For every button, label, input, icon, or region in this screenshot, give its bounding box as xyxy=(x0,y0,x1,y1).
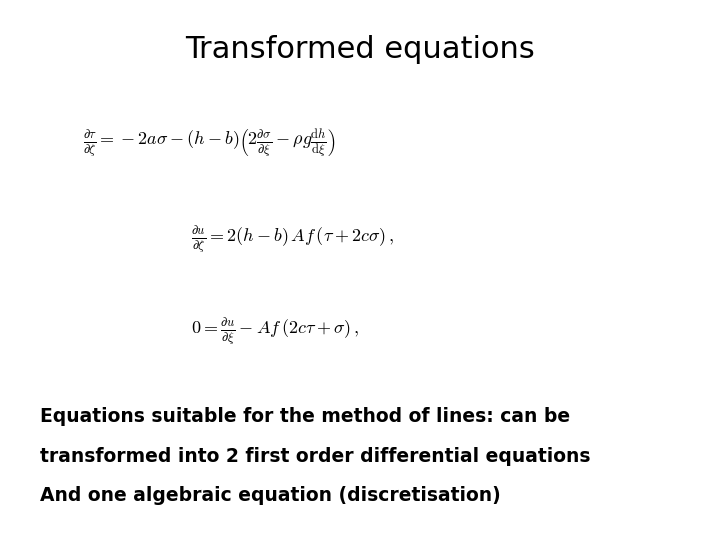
Text: Equations suitable for the method of lines: can be: Equations suitable for the method of lin… xyxy=(40,407,570,427)
Text: Transformed equations: Transformed equations xyxy=(185,35,535,64)
Text: $\frac{\partial \tau}{\partial \zeta} = -2a\sigma - (h-b)\left(2\frac{\partial \: $\frac{\partial \tau}{\partial \zeta} = … xyxy=(83,127,336,159)
Text: transformed into 2 first order differential equations: transformed into 2 first order different… xyxy=(40,447,590,466)
Text: And one algebraic equation (discretisation): And one algebraic equation (discretisati… xyxy=(40,486,500,505)
Text: $0 = \frac{\partial u}{\partial \xi} - Af\,(2c\tau + \sigma)\,,$: $0 = \frac{\partial u}{\partial \xi} - A… xyxy=(191,316,359,348)
Text: $\frac{\partial u}{\partial \zeta} = 2(h-b)\,Af\,(\tau + 2c\sigma)\,,$: $\frac{\partial u}{\partial \zeta} = 2(h… xyxy=(191,225,394,256)
